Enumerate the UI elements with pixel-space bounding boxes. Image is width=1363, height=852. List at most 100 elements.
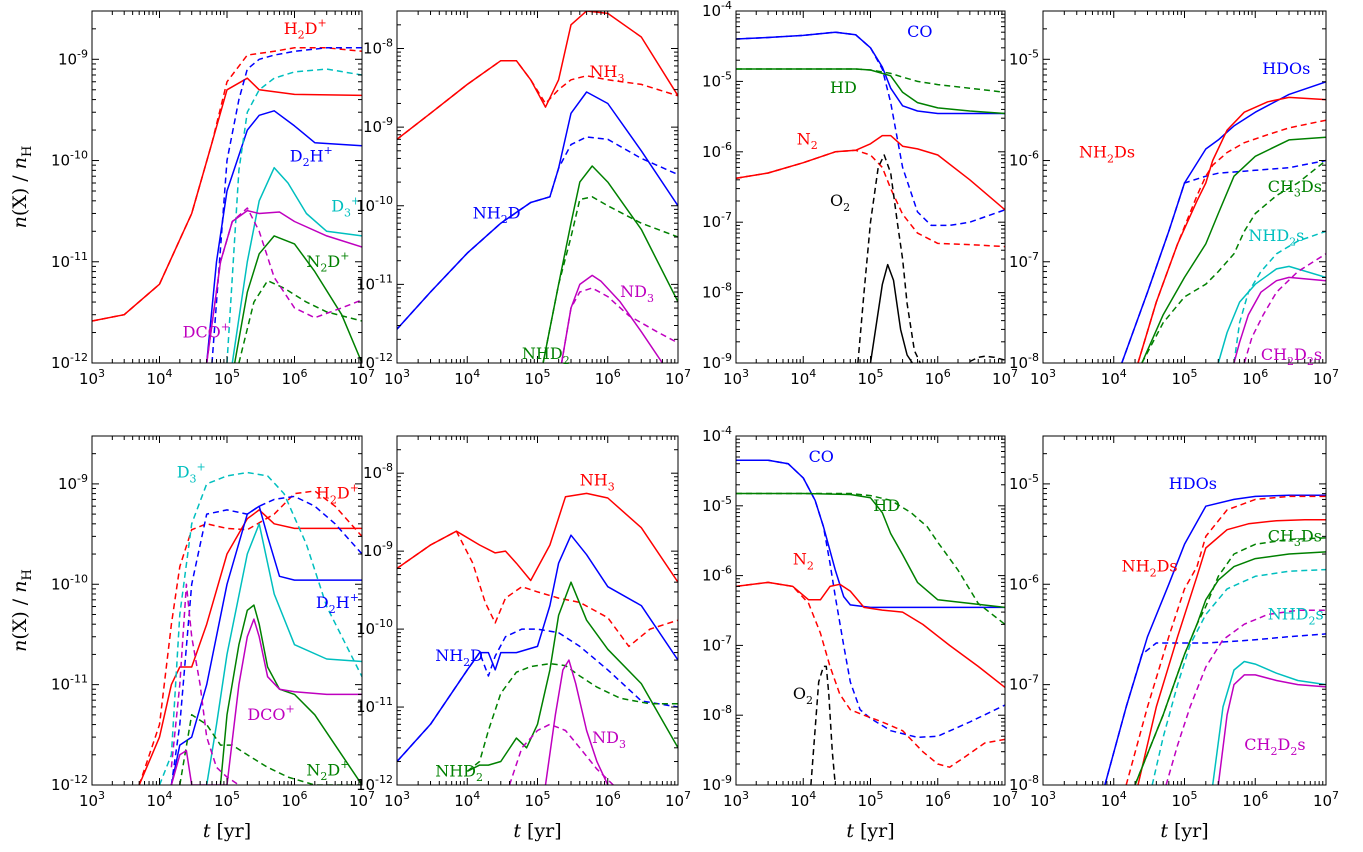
- series-line-green-dashed: [1141, 159, 1326, 363]
- series-line-cyan-dashed: [226, 68, 362, 363]
- y-tick-label: 10-5: [1009, 47, 1039, 68]
- y-tick-label: 10-11: [356, 272, 393, 293]
- series-line-magenta-solid: [205, 209, 362, 363]
- x-tick-label: 103: [384, 789, 410, 810]
- series-line-black-solid: [869, 263, 914, 363]
- plot-frame: [91, 10, 363, 364]
- x-tick-label: 103: [79, 367, 105, 388]
- series-label: NHD2​: [435, 761, 483, 784]
- panel-8: 103 104 105 106 107 10-8 10-7 10-6 10-5 HDOs NH2​D…: [1009, 435, 1339, 842]
- series-label: NH3​: [590, 62, 625, 85]
- series-line-magenta-dashed: [205, 207, 362, 363]
- y-tick-label: 10-9: [58, 47, 88, 68]
- series-group: [92, 47, 362, 363]
- series-label: N2​D+​: [306, 758, 349, 783]
- series-line-blue-dashed: [736, 459, 1005, 739]
- y-tick-label: 10-10: [356, 194, 393, 215]
- y-tick-label: 10-12: [51, 351, 88, 372]
- series-line-red-dashed: [138, 490, 362, 785]
- series-group: [1121, 81, 1326, 363]
- plot-frame: [396, 435, 679, 786]
- y-tick-label: 10-11: [356, 695, 393, 716]
- series-label: NH2​Ds: [1122, 557, 1178, 580]
- x-tick-label: 104: [790, 789, 816, 810]
- series-label: NH2​Ds: [1079, 143, 1135, 166]
- x-tick-label: 106: [925, 367, 951, 388]
- series-line-blue-solid: [736, 459, 1005, 609]
- x-tick-label: 103: [1030, 789, 1056, 810]
- series-line-cyan-dashed: [1233, 230, 1326, 363]
- panel-4: 103 104 105 106 107 10-8 10-7 10-6 10-5 HDOs NH2​D…: [1009, 10, 1339, 388]
- series-group: [138, 471, 362, 785]
- x-tick-label: 106: [1242, 367, 1268, 388]
- y-tick-label: 10-12: [51, 773, 88, 794]
- y-tick-label: 10-6: [1009, 149, 1039, 170]
- series-label: H2​D+​: [284, 17, 327, 42]
- y-tick-label: 10-12: [356, 773, 393, 794]
- series-label: ND3​: [592, 728, 626, 751]
- y-tick-label: 10-10: [356, 617, 393, 638]
- series-line-green-dashed: [179, 714, 362, 785]
- x-tick-label: 104: [1101, 367, 1127, 388]
- series-label: CO: [809, 447, 834, 466]
- series-label: CH3​Ds: [1268, 177, 1322, 200]
- y-tick-label: 10-7: [702, 633, 732, 654]
- panel-2: 103 104 105 106 107 10-12 10-11 10-10 10-9 10-8 NH…: [356, 10, 691, 388]
- series-line-green-solid: [736, 492, 1005, 609]
- series-line-green-dashed: [238, 279, 362, 363]
- series-line-blue-solid: [397, 534, 678, 763]
- y-axis-label: n(X) / nH: [9, 569, 35, 652]
- series-line-green-dashed: [466, 662, 678, 772]
- series-line-green-solid: [1141, 136, 1326, 363]
- y-tick-label: 10-4: [702, 424, 732, 445]
- x-tick-label: 106: [595, 367, 621, 388]
- series-line-green-dashed: [1134, 537, 1326, 785]
- x-tick-label: 106: [925, 789, 951, 810]
- series-label: NH2​D: [473, 203, 521, 226]
- series-line-blue-dashed: [736, 31, 1005, 227]
- series-label: D2​H+​: [316, 591, 359, 616]
- series-line-red-solid: [397, 492, 678, 583]
- y-tick-label: 10-6: [702, 140, 732, 161]
- panel-5: 103 104 105 106 107 10-12 10-11 10-10 10-9 D3​+​ H…: [9, 435, 375, 842]
- plot-frame: [735, 10, 1006, 364]
- series-line-blue-dashed: [397, 628, 678, 763]
- x-tick-label: 107: [992, 789, 1018, 810]
- series-line-magenta-solid: [544, 659, 609, 785]
- x-tick-label: 107: [665, 789, 691, 810]
- series-line-green-dashed: [736, 68, 1005, 94]
- series-line-red-solid: [736, 134, 1005, 211]
- series-line-blue-dashed: [211, 47, 362, 363]
- series-line-red-dashed: [397, 530, 678, 648]
- y-tick-label: 10-8: [363, 37, 393, 58]
- series-line-red-solid: [1137, 518, 1326, 785]
- x-tick-label: 107: [992, 367, 1018, 388]
- series-line-magenta-solid: [170, 618, 362, 785]
- x-tick-label: 105: [524, 789, 550, 810]
- series-line-magenta-solid: [1233, 276, 1326, 363]
- x-tick-label: 103: [723, 789, 749, 810]
- x-axis-label: t [yr]: [846, 820, 894, 842]
- series-label: ND3​: [620, 282, 654, 305]
- x-tick-label: 107: [665, 367, 691, 388]
- y-tick-label: 10-8: [702, 281, 732, 302]
- x-tick-label: 105: [214, 367, 240, 388]
- series-line-blue-solid: [736, 31, 1005, 115]
- x-tick-label: 104: [454, 367, 480, 388]
- y-tick-label: 10-8: [1009, 351, 1039, 372]
- x-tick-label: 103: [79, 789, 105, 810]
- series-line-red-dashed: [736, 581, 1005, 768]
- x-tick-label: 104: [146, 789, 172, 810]
- plot-frame: [735, 435, 1006, 786]
- series-label: D2​H+​: [290, 144, 333, 169]
- series-line-green-solid: [466, 581, 678, 772]
- series-line-magenta-dashed: [560, 287, 678, 363]
- series-line-green-solid: [219, 604, 362, 785]
- x-tick-label: 105: [524, 367, 550, 388]
- series-line-red-dashed: [92, 47, 362, 322]
- x-tick-label: 104: [146, 367, 172, 388]
- series-line-red-dashed: [736, 149, 1005, 248]
- x-tick-label: 106: [281, 789, 307, 810]
- series-line-black-dashed: [969, 355, 1005, 363]
